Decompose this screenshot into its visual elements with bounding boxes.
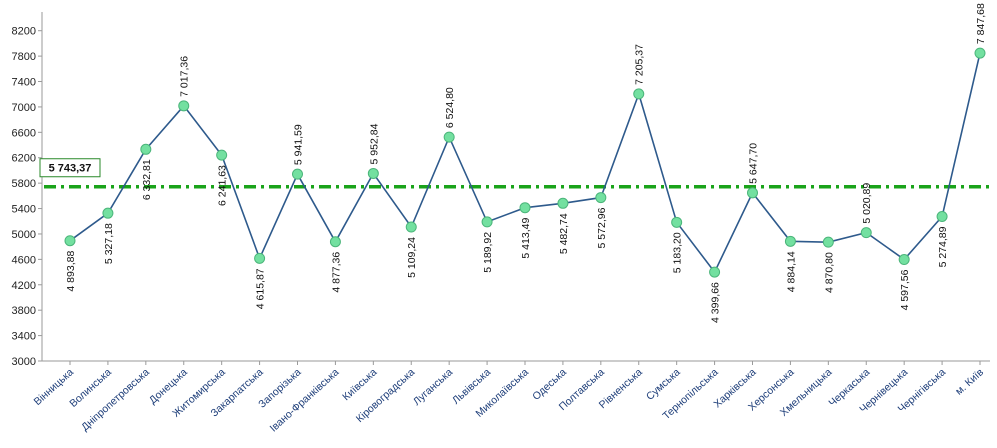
data-label: 5 482,74 <box>558 213 570 254</box>
y-tick-label: 5800 <box>12 178 36 190</box>
y-tick-label: 7000 <box>12 102 36 114</box>
y-tick-label: 4600 <box>12 254 36 266</box>
y-tick-label: 4200 <box>12 280 36 292</box>
y-tick-label: 6200 <box>12 153 36 165</box>
data-label: 4 877,36 <box>330 252 342 293</box>
data-label: 6 524,80 <box>444 87 456 128</box>
data-label: 4 597,56 <box>899 269 911 310</box>
data-label: 5 274,89 <box>937 226 949 267</box>
data-point <box>140 143 152 155</box>
data-point <box>178 100 190 112</box>
data-label: 6 332,81 <box>141 159 153 200</box>
data-label: 4 884,14 <box>785 251 797 292</box>
data-label: 5 952,84 <box>368 123 380 164</box>
data-point <box>860 227 872 239</box>
data-point <box>443 131 455 143</box>
x-category-label: м. Київ <box>953 366 986 398</box>
y-tick-label: 7400 <box>12 77 36 89</box>
y-tick-label: 7800 <box>12 51 36 63</box>
data-point <box>898 254 910 266</box>
data-point <box>481 216 493 228</box>
data-label: 5 413,49 <box>520 218 532 259</box>
data-label: 4 870,80 <box>823 252 835 293</box>
data-label: 7 017,36 <box>179 56 191 97</box>
data-label: 5 020,89 <box>861 183 873 224</box>
data-points <box>64 47 986 278</box>
data-label: 5 941,59 <box>293 124 305 165</box>
data-point <box>254 252 266 264</box>
data-point <box>671 216 683 228</box>
chart-axes <box>41 12 990 365</box>
x-category-label: Луганська <box>411 366 455 408</box>
data-label: 7 205,37 <box>634 44 646 85</box>
data-point <box>367 167 379 179</box>
data-point <box>633 88 645 100</box>
data-label: 5 327,18 <box>103 223 115 264</box>
data-label: 6 241,63 <box>217 165 229 206</box>
x-axis-labels: ВінницькаВолинськаДніпропетровськаДонець… <box>32 366 987 434</box>
data-label: 5 572,96 <box>596 207 608 248</box>
y-axis-ticks: 3000 3400 3800 4200 4600 5000 5400 5800 6200 6600… <box>12 26 42 368</box>
y-tick-label: 8200 <box>12 26 36 38</box>
data-point <box>405 221 417 233</box>
y-tick-label: 3400 <box>12 331 36 343</box>
x-category-label: Дніпропетровська <box>79 366 152 433</box>
y-tick-label: 5000 <box>12 229 36 241</box>
data-label: 4 893,88 <box>65 251 77 292</box>
data-point <box>64 235 76 247</box>
data-point <box>784 235 796 247</box>
data-label: 4 399,66 <box>710 282 722 323</box>
data-point <box>292 168 303 180</box>
average-line-group: 5 743,37 <box>39 158 990 189</box>
data-label: 5 183,20 <box>672 232 684 273</box>
data-point <box>102 207 114 219</box>
data-point <box>557 197 569 209</box>
data-point <box>936 211 948 223</box>
data-point <box>709 266 721 278</box>
data-point <box>974 47 986 59</box>
x-category-label: Івано-Франківська <box>268 366 342 434</box>
y-tick-label: 6600 <box>12 127 36 139</box>
y-tick-label: 3000 <box>12 356 36 368</box>
data-point <box>595 192 607 204</box>
y-tick-label: 5400 <box>12 204 36 216</box>
data-label: 5 189,92 <box>482 232 494 273</box>
data-label: 7 847,68 <box>975 3 987 44</box>
data-label: 5 647,70 <box>748 143 760 184</box>
y-tick-label: 3800 <box>12 305 36 317</box>
data-labels: 4 893,88 5 327,18 6 332,81 7 017,36 6 241,63… <box>65 3 987 323</box>
data-label: 5 109,24 <box>406 237 418 278</box>
average-label-box <box>39 158 101 178</box>
data-label: 4 615,87 <box>255 268 267 309</box>
data-point <box>329 236 341 248</box>
data-point <box>519 202 531 214</box>
data-point <box>216 149 228 161</box>
average-value-label: 5 743,37 <box>49 163 92 175</box>
data-point <box>747 187 758 199</box>
data-point <box>822 236 834 248</box>
